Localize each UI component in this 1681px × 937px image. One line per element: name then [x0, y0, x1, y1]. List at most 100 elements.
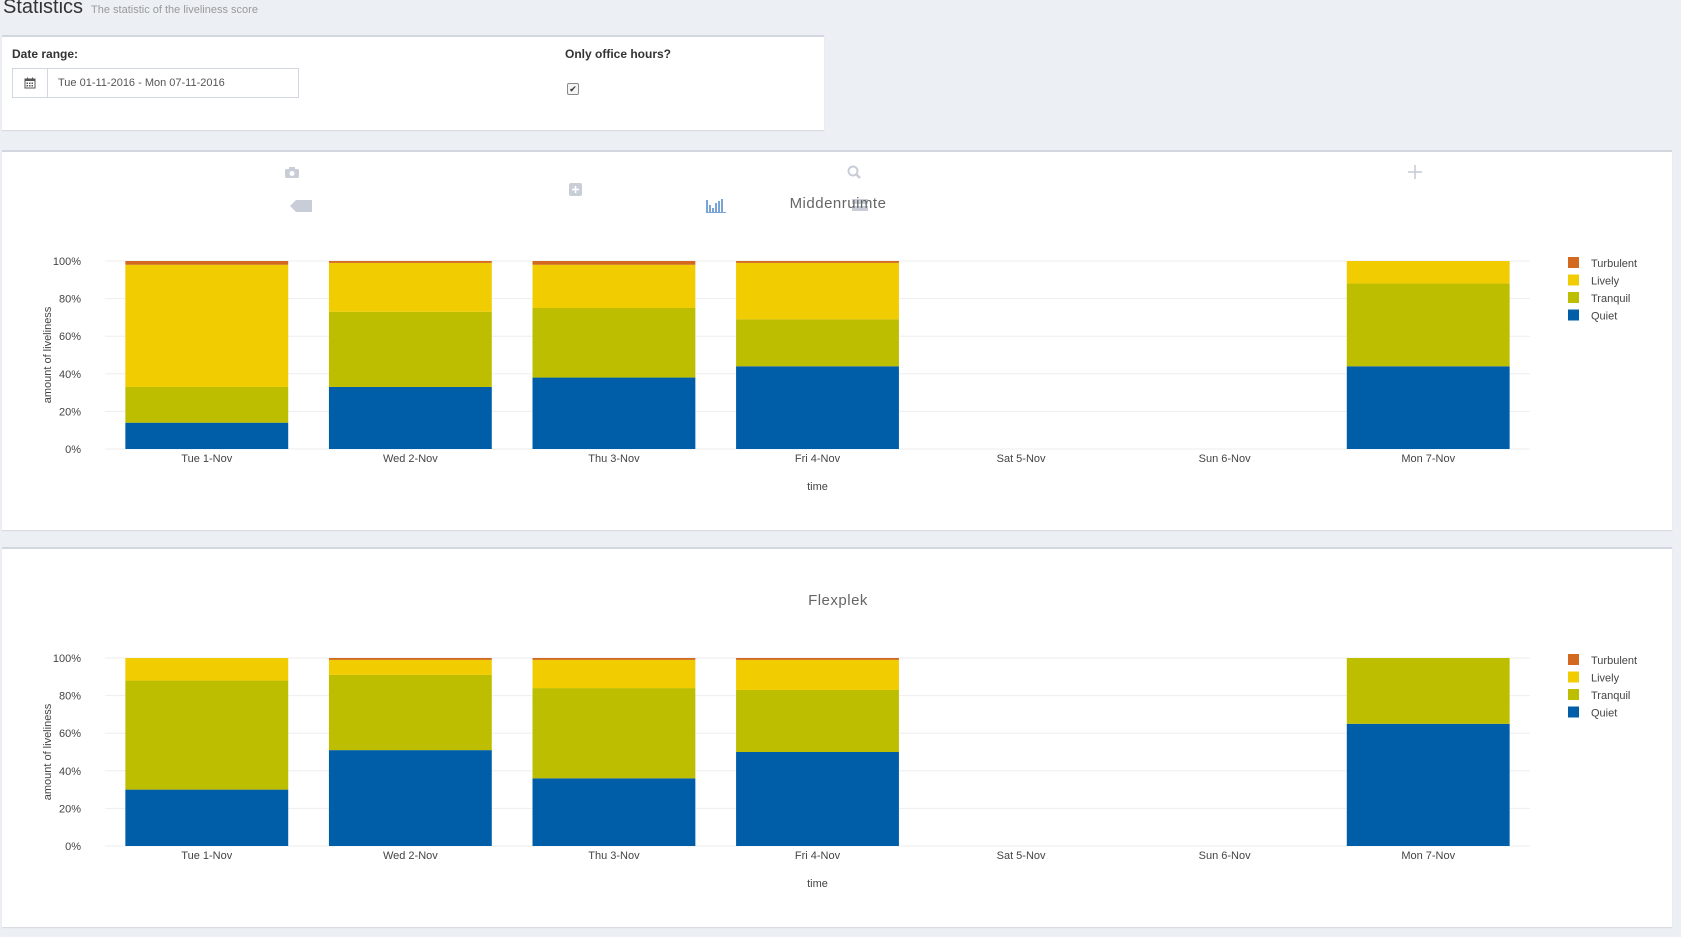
x-tick-label: Mon 7-Nov	[1401, 453, 1455, 465]
bar-tranquil-mon-7-nov[interactable]	[1346, 658, 1510, 724]
bar-turbulent-wed-2-nov[interactable]	[328, 261, 492, 263]
legend-item-lively[interactable]: Lively	[1568, 274, 1620, 288]
x-tick-label: Sat 5-Nov	[997, 453, 1046, 465]
y-tick-label: 60%	[59, 728, 81, 740]
legend-label: Tranquil	[1591, 293, 1630, 305]
date-range-label: Date range:	[12, 47, 79, 61]
x-tick-label: Mon 7-Nov	[1401, 850, 1455, 862]
bar-lively-thu-3-nov[interactable]	[532, 264, 696, 308]
zoom-in-icon[interactable]	[569, 183, 582, 196]
y-tick-label: 80%	[59, 294, 81, 306]
x-tick-label: Fri 4-Nov	[795, 453, 841, 465]
legend-swatch	[1568, 292, 1579, 303]
bar-tranquil-mon-7-nov[interactable]	[1346, 283, 1510, 367]
chart-flexplek: Flexplek 0% 20% 40% 60% 80% 100% amount of live…	[42, 592, 1637, 890]
x-tick-label: Wed 2-Nov	[383, 453, 438, 465]
bar-tranquil-fri-4-nov[interactable]	[736, 319, 899, 367]
office-hours-label: Only office hours?	[565, 47, 672, 61]
autoscale-icon[interactable]	[290, 200, 312, 212]
date-range-input[interactable]: Tue 01-11-2016 - Mon 07-11-2016	[58, 77, 225, 89]
page-header: Statistics The statistic of the liveline…	[3, 0, 258, 19]
legend-swatch	[1568, 257, 1579, 268]
x-axis-title: time	[807, 481, 828, 493]
bar-tranquil-wed-2-nov[interactable]	[328, 674, 492, 751]
y-tick-label: 40%	[59, 766, 81, 778]
legend-item-turbulent[interactable]: Turbulent	[1568, 257, 1637, 270]
bar-quiet-fri-4-nov[interactable]	[736, 366, 899, 449]
chart-panel-flexplek: Flexplek 0% 20% 40% 60% 80% 100% amount of live…	[2, 547, 1672, 927]
compare-data-icon[interactable]	[706, 199, 726, 213]
x-tick-label: Sat 5-Nov	[997, 850, 1046, 862]
legend: Turbulent Lively Tranquil Quiet	[1568, 257, 1637, 323]
legend-item-quiet[interactable]: Quiet	[1568, 309, 1617, 323]
pan-icon[interactable]	[1408, 165, 1422, 179]
office-hours-checkbox[interactable]: ✔	[567, 83, 579, 95]
legend-label: Quiet	[1591, 311, 1617, 323]
bar-lively-fri-4-nov[interactable]	[736, 262, 899, 320]
y-tick-label: 0%	[65, 444, 81, 456]
bar-quiet-thu-3-nov[interactable]	[532, 377, 696, 449]
x-axis: Tue 1-Nov Wed 2-Nov Thu 3-Nov Fri 4-Nov Sat …	[181, 453, 1455, 465]
bar-lively-wed-2-nov[interactable]	[328, 659, 492, 675]
bar-turbulent-fri-4-nov[interactable]	[736, 658, 899, 660]
legend: Turbulent Lively Tranquil Quiet	[1568, 654, 1637, 720]
bar-quiet-tue-1-nov[interactable]	[125, 789, 289, 846]
bar-turbulent-wed-2-nov[interactable]	[328, 658, 492, 660]
bar-lively-wed-2-nov[interactable]	[328, 262, 492, 312]
legend-swatch	[1568, 689, 1579, 700]
legend-swatch	[1568, 706, 1579, 718]
bar-tranquil-tue-1-nov[interactable]	[125, 680, 289, 790]
chart-middenruimte: Middenruimte 0% 20% 40% 60% 80% 100% amount of …	[42, 165, 1637, 493]
y-tick-label: 80%	[59, 691, 81, 703]
y-tick-label: 100%	[53, 256, 81, 268]
legend-label: Turbulent	[1591, 655, 1637, 667]
y-tick-label: 100%	[53, 653, 81, 665]
chart-title: Middenruimte	[790, 195, 887, 212]
date-range-picker[interactable]: Tue 01-11-2016 - Mon 07-11-2016	[12, 68, 299, 98]
bar-tranquil-tue-1-nov[interactable]	[125, 386, 289, 423]
bar-tranquil-wed-2-nov[interactable]	[328, 311, 492, 387]
bar-turbulent-fri-4-nov[interactable]	[736, 261, 899, 263]
y-tick-label: 20%	[59, 803, 81, 815]
legend-swatch	[1568, 274, 1579, 286]
bar-lively-tue-1-nov[interactable]	[125, 264, 289, 387]
show-closest-icon[interactable]	[852, 199, 868, 211]
x-axis-title: time	[807, 878, 828, 890]
bar-tranquil-thu-3-nov[interactable]	[532, 308, 696, 378]
x-tick-label: Tue 1-Nov	[181, 850, 232, 862]
legend-item-tranquil[interactable]: Tranquil	[1568, 292, 1630, 305]
bar-tranquil-fri-4-nov[interactable]	[736, 689, 899, 752]
calendar-icon[interactable]	[13, 69, 48, 97]
legend-item-tranquil[interactable]: Tranquil	[1568, 689, 1630, 702]
bar-turbulent-tue-1-nov[interactable]	[125, 261, 289, 265]
legend-item-lively[interactable]: Lively	[1568, 671, 1620, 685]
bar-quiet-wed-2-nov[interactable]	[328, 386, 492, 449]
filter-panel: Date range: Tue 01-11-2016 - Mon 07-11-2…	[2, 35, 824, 130]
chart-title: Flexplek	[808, 592, 868, 609]
bar-turbulent-thu-3-nov[interactable]	[532, 261, 696, 265]
bar-quiet-mon-7-nov[interactable]	[1346, 366, 1510, 449]
legend-label: Tranquil	[1591, 690, 1630, 702]
x-tick-label: Sun 6-Nov	[1199, 453, 1251, 465]
page-subtitle: The statistic of the liveliness score	[91, 4, 258, 16]
legend-item-quiet[interactable]: Quiet	[1568, 706, 1617, 720]
bar-tranquil-thu-3-nov[interactable]	[532, 688, 696, 779]
bar-quiet-fri-4-nov[interactable]	[736, 752, 899, 846]
legend-swatch	[1568, 671, 1579, 683]
bar-quiet-tue-1-nov[interactable]	[125, 422, 289, 449]
camera-icon[interactable]	[285, 167, 299, 178]
bar-lively-mon-7-nov[interactable]	[1346, 261, 1510, 284]
bar-quiet-mon-7-nov[interactable]	[1346, 723, 1510, 846]
bars	[125, 261, 1510, 449]
bar-quiet-wed-2-nov[interactable]	[328, 750, 492, 846]
legend-label: Quiet	[1591, 708, 1617, 720]
modebar	[285, 165, 1422, 213]
bar-lively-tue-1-nov[interactable]	[125, 658, 289, 681]
legend-item-turbulent[interactable]: Turbulent	[1568, 654, 1637, 667]
x-tick-label: Fri 4-Nov	[795, 850, 841, 862]
bar-lively-fri-4-nov[interactable]	[736, 659, 899, 690]
bar-turbulent-thu-3-nov[interactable]	[532, 658, 696, 660]
bar-lively-thu-3-nov[interactable]	[532, 659, 696, 689]
bar-quiet-thu-3-nov[interactable]	[532, 778, 696, 846]
zoom-icon[interactable]	[847, 165, 861, 179]
